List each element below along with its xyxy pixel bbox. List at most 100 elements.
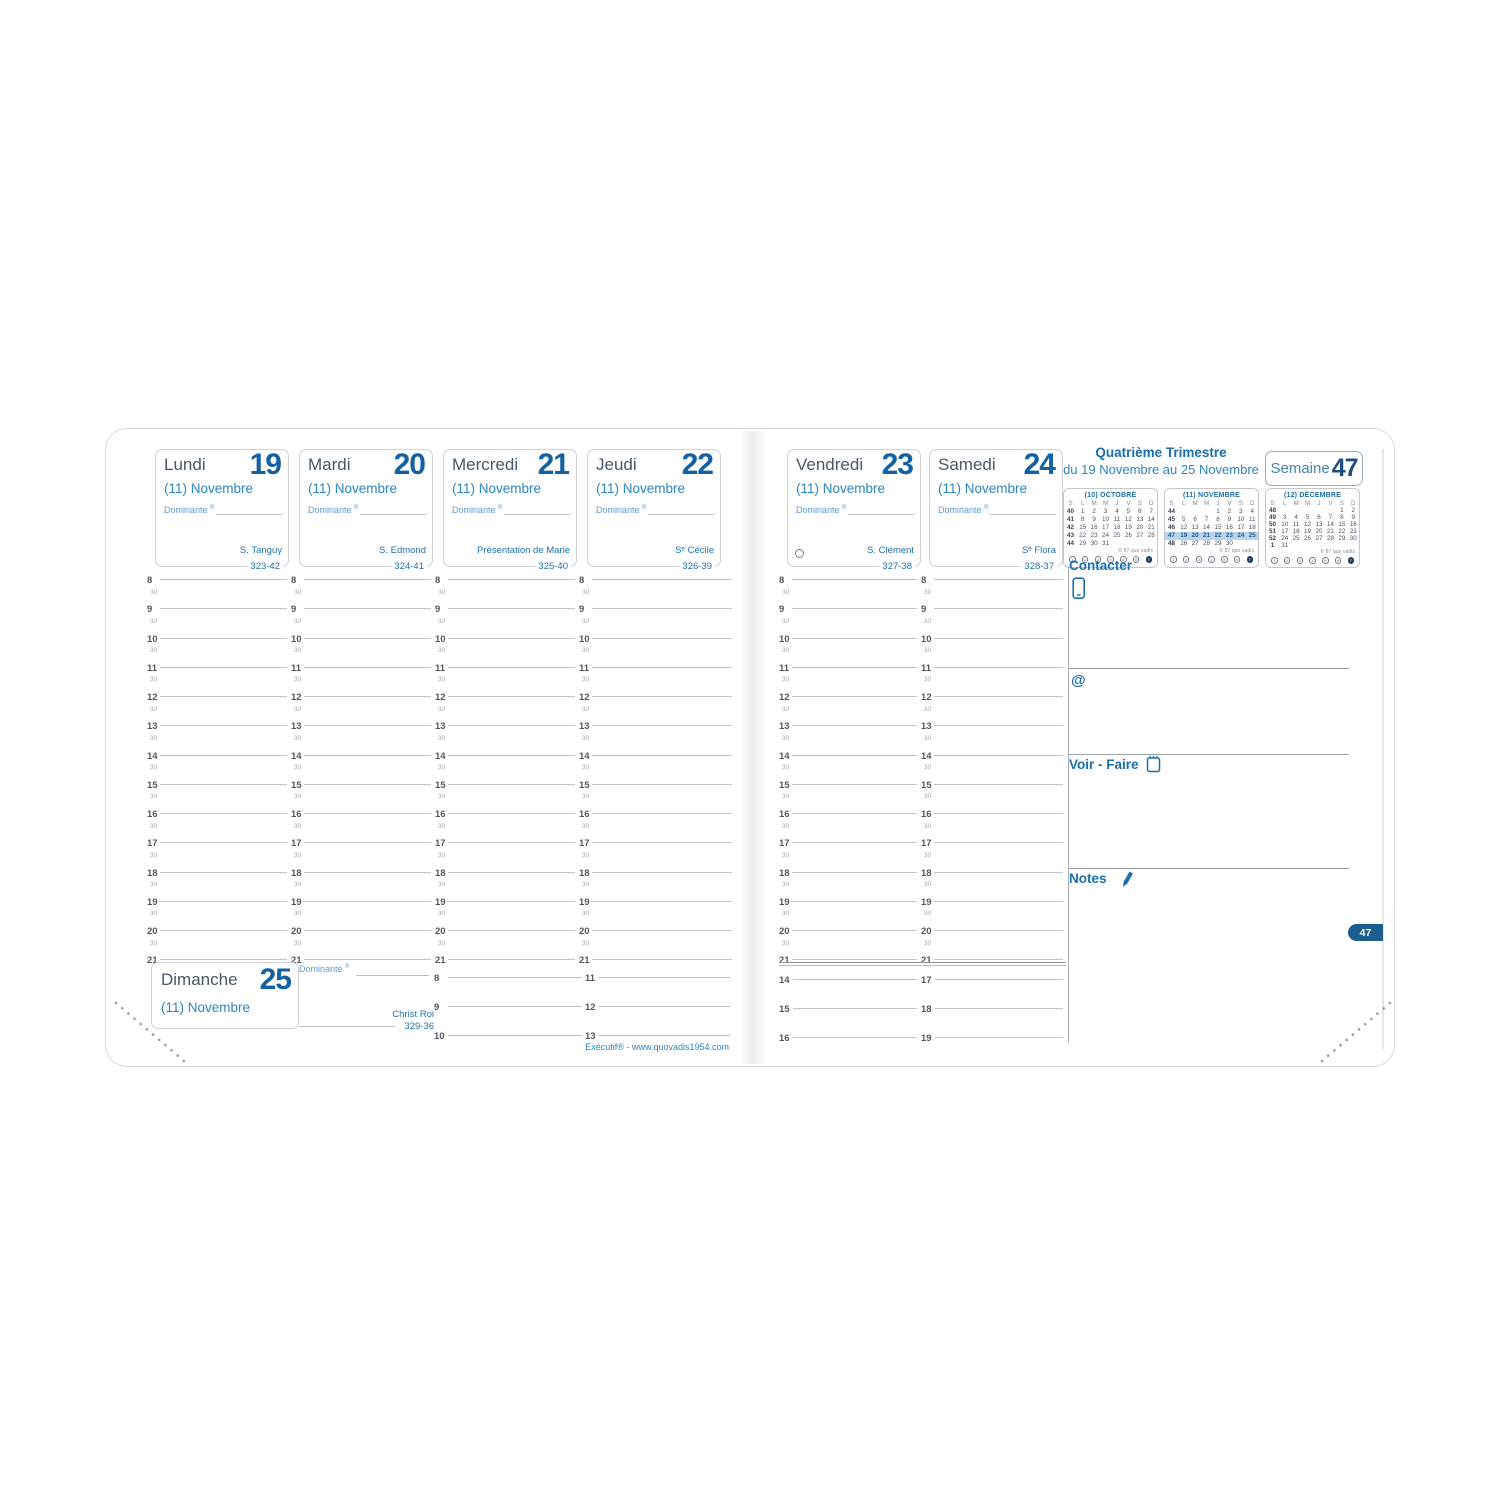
- day-cell: 5: [1305, 514, 1310, 521]
- day-month: (11) Novembre: [596, 481, 686, 496]
- mini-calendar-row: 47 19 20 21 22 23 24 25: [1165, 532, 1258, 540]
- half-hour-label: 30: [438, 588, 446, 596]
- day-cell: 6: [1193, 516, 1197, 523]
- hour-label: 16: [147, 809, 158, 820]
- day-cell: V: [1227, 500, 1232, 507]
- hour-label: 19: [579, 896, 590, 908]
- day-cell: [1336, 542, 1347, 549]
- sunday-saint: Christ Roi: [392, 1009, 434, 1020]
- day-month: (11) Novembre: [308, 481, 398, 496]
- day-cell: 16: [1225, 524, 1233, 531]
- day-cell: 7: [1204, 516, 1209, 523]
- day-cell: 14: [1326, 521, 1334, 528]
- day-cell: 27: [1191, 540, 1199, 547]
- half-hour-label: 30: [582, 617, 590, 625]
- hour-label: 18: [147, 867, 158, 879]
- day-cell: [1290, 542, 1301, 549]
- day-cell: 18: [1292, 528, 1300, 535]
- week-circle: 5: [1322, 557, 1329, 564]
- hour-label: 21: [779, 955, 790, 967]
- week-circle: 6: [1233, 556, 1241, 563]
- hour-line: [792, 930, 917, 931]
- hour-line: [304, 666, 431, 668]
- day-cell: 15: [1079, 524, 1087, 531]
- hour-label: 12: [579, 692, 590, 703]
- day-cell: J: [1317, 500, 1321, 507]
- week-circle: 4: [1208, 556, 1215, 563]
- half-hour-label: 30: [782, 822, 790, 830]
- day-cell: 22: [1214, 532, 1222, 539]
- sunday-hour-line: [935, 1037, 1063, 1038]
- hour-label: 8: [147, 575, 153, 586]
- hour-line: [448, 637, 575, 639]
- week-number-cell: 48: [1268, 507, 1276, 514]
- mini-calendar: (12) DÉCEMBRE S L M M J V S D 48 1 2 49 3 4 5 6 7 8 9 50 10 11…: [1265, 488, 1360, 568]
- hour-line: [304, 959, 431, 961]
- day-cell: 23: [1225, 532, 1233, 539]
- day-cell: D: [1149, 500, 1154, 507]
- hour-label: 19: [147, 896, 158, 908]
- half-hour-label: 30: [924, 822, 932, 830]
- hour-label: 8: [921, 575, 927, 586]
- half-hour-label: 30: [582, 734, 590, 742]
- day-cell: 21: [1326, 528, 1334, 535]
- day-cell: 30: [1225, 540, 1233, 547]
- hour-line: [160, 813, 287, 814]
- hour-line: [448, 871, 575, 873]
- sidebar-separator: [1068, 566, 1069, 1042]
- hour-line: [792, 579, 917, 580]
- day-code: 324-41: [391, 561, 427, 572]
- half-hour-label: 30: [150, 588, 158, 596]
- week-circle: 7: [1246, 556, 1253, 563]
- hour-line: [304, 725, 431, 727]
- half-hour-label: 30: [582, 793, 590, 801]
- dominante-line: [216, 514, 282, 515]
- half-hour-label: 30: [294, 734, 302, 742]
- half-hour-label: 30: [924, 910, 932, 918]
- hour-line: [448, 608, 575, 610]
- half-hour-label: 30: [782, 881, 790, 888]
- hour-line: [934, 813, 1063, 814]
- day-cell: 20: [1191, 532, 1199, 539]
- day-cell: 13: [1191, 524, 1199, 531]
- day-cell: 14: [1147, 516, 1155, 523]
- hour-label: 8: [579, 575, 585, 586]
- day-cell: 9: [1092, 516, 1096, 523]
- half-hour-label: 30: [294, 910, 302, 918]
- day-cell: L: [1181, 500, 1186, 507]
- sunday-hour-line: [448, 977, 582, 978]
- hour-line: [934, 842, 1063, 844]
- mini-calendar-row: 46 12 13 14 15 16 17 18: [1165, 524, 1258, 532]
- day-cell: 6: [1317, 514, 1321, 521]
- week-circle: 5: [1120, 556, 1127, 563]
- sunday-hour-line: [793, 979, 917, 980]
- half-hour-label: 30: [294, 822, 302, 830]
- hour-line: [448, 725, 575, 727]
- hour-label: 18: [921, 867, 932, 879]
- contacter-bottom-line: [1068, 754, 1349, 755]
- week-circle: 1: [1271, 557, 1278, 564]
- mini-calendar-row: 49 3 4 5 6 7 8 9: [1266, 514, 1359, 521]
- hour-label: 16: [579, 809, 590, 820]
- day-cell: 29: [1079, 540, 1087, 547]
- hour-line: [792, 900, 917, 902]
- half-hour-label: 30: [924, 734, 932, 742]
- day-cell: J: [1115, 500, 1119, 507]
- sunday-hour-label: 8: [434, 973, 440, 984]
- half-hour-label: 30: [438, 822, 446, 830]
- day-header-box: Jeudi 22 (11) Novembre Dominante ® Sᵉ Cécile…: [587, 448, 721, 572]
- hour-line: [934, 900, 1063, 902]
- contacter-title: Contacter: [1069, 558, 1133, 573]
- half-hour-label: 30: [924, 676, 932, 684]
- day-cell: [1189, 508, 1200, 516]
- day-cell: 21: [1203, 532, 1211, 539]
- half-hour-label: 30: [924, 617, 932, 625]
- hour-line: [304, 608, 431, 610]
- half-hour-label: 30: [294, 588, 302, 596]
- hour-label: 11: [779, 662, 790, 674]
- day-cell: 10: [1237, 516, 1245, 523]
- half-hour-label: 30: [582, 588, 590, 596]
- day-cell: 18: [1248, 524, 1256, 531]
- mini-calendar-title: (12) DÉCEMBRE: [1283, 492, 1342, 499]
- hour-label: 13: [779, 721, 790, 733]
